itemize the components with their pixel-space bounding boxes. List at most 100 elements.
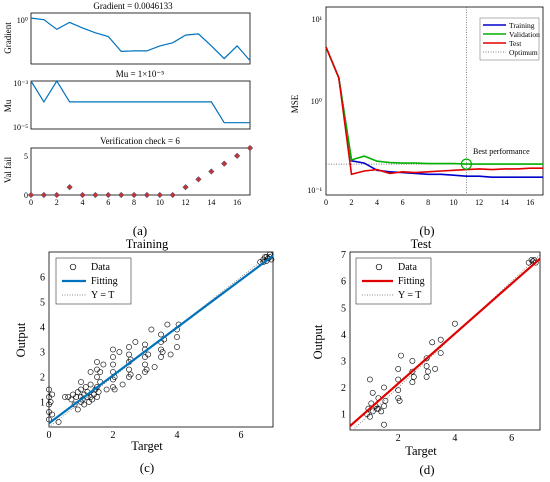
legend-fitting-label: Fitting [91,276,118,287]
data-point [49,391,56,398]
mse-xtick-label: 6 [401,198,405,207]
data-point [366,413,373,420]
valfail-point [53,191,60,199]
data-point [82,384,89,390]
xtick-label: 4 [175,430,180,441]
ytick-label: 1 [40,398,45,409]
data-point [395,365,402,372]
data-point [159,349,166,355]
data-point [369,408,376,415]
valfail-point [208,168,215,175]
data-point [46,386,52,393]
valfail-point [182,184,189,191]
valfail-point [246,144,254,152]
data-point [47,399,54,405]
mse-ytick-label: 10⁰ [311,97,322,106]
panel-label-c: (c) [140,460,154,475]
xtick-label: 0 [47,430,52,441]
mse-xtick-label: 10 [450,198,458,207]
legend-optimum-label: Optimum [509,48,538,57]
gradient-subplot: Gradient = 0.0046133 Gradient 10⁰ [3,1,251,65]
data-point [425,368,431,375]
legend-validation-label: Validation [509,30,540,39]
ytick-label: 6 [341,277,346,288]
mse-xtick-label: 0 [324,198,328,207]
test-axes-box [349,251,541,431]
data-point [49,411,56,418]
data-point [94,374,100,380]
valfail-xtick-label: 14 [207,198,215,207]
mse-xtick-label: 2 [350,198,354,207]
mu-ylabel: Mu [3,99,13,112]
gradient-axes-box [30,12,251,65]
training-legend: Data Fitting Y = T [55,257,132,305]
mse-xtick-label: 14 [501,198,509,207]
mse-xtick-label: 12 [475,198,483,207]
best-performance-marker [460,158,473,170]
data-point [410,373,417,380]
valfail-xtick-label: 10 [156,198,164,207]
fitting-line [48,254,274,425]
data-point [95,389,102,395]
ytick-label: 3 [341,356,346,367]
test-series-line [325,46,543,176]
test-regression-plot: Test Target Output 2 4 6 1 2 3 4 5 6 7 Data Fitti… [311,237,541,458]
data-point [381,384,387,391]
xtick-label: 4 [452,433,457,444]
data-point [71,401,78,408]
mu-ytick-label: 10⁻³ [13,79,28,88]
data-point [174,334,180,340]
data-point [409,379,416,386]
mu-ytick-label: 10⁻⁵ [13,123,28,132]
data-point [423,355,430,362]
xtick-label: 2 [396,433,401,444]
valfail-point [130,191,138,199]
data-point [378,408,385,415]
mu-title: Mu = 1×10⁻⁵ [116,69,165,79]
data-point [81,401,88,408]
data-point [369,389,376,396]
valfail-point [169,191,176,199]
valfail-point [221,160,228,167]
data-point [126,344,132,350]
training-series-line [325,46,543,178]
data-point [395,395,402,401]
data-point [97,369,104,375]
gradient-title: Gradient = 0.0046133 [93,1,173,11]
mse-xtick-label: 16 [526,198,534,207]
data-point [381,403,387,409]
legend-data-label: Data [398,262,417,273]
valfail-xtick-label: 12 [182,198,190,207]
data-point [423,363,430,370]
data-point [409,368,416,375]
valfail-xtick-label: 4 [81,198,85,207]
data-point [142,361,148,368]
mse-axes-box [325,6,544,196]
data-point [423,373,430,380]
valfail-point [118,191,125,199]
valfail-xtick-label: 8 [132,198,136,207]
valfail-subplot: Verification check = 6 Val fail 0 2 4 6 8 10 1… [3,136,254,207]
ytick-label: 5 [341,303,346,314]
data-point [432,365,438,372]
data-point [62,394,68,400]
data-point [366,376,373,383]
data-point [126,351,132,358]
mse-ytick-label: 10¹ [312,15,323,24]
ytick-label: 6 [40,273,45,284]
data-point [437,350,444,356]
legend-yt-label: Y = T [91,290,114,301]
data-point [145,351,152,358]
data-point [127,371,134,378]
mse-xtick-label: 8 [426,198,430,207]
data-point [437,336,444,343]
data-point [398,352,404,359]
data-point [135,374,142,380]
data-point [409,357,416,364]
mu-subplot: Mu = 1×10⁻⁵ Mu 10⁻³ 10⁻⁵ [3,69,251,132]
legend-data-marker [69,263,77,271]
ytick-label: 2 [341,383,346,394]
training-axes-box [48,251,274,428]
data-point [78,379,84,385]
data-point [74,406,81,413]
